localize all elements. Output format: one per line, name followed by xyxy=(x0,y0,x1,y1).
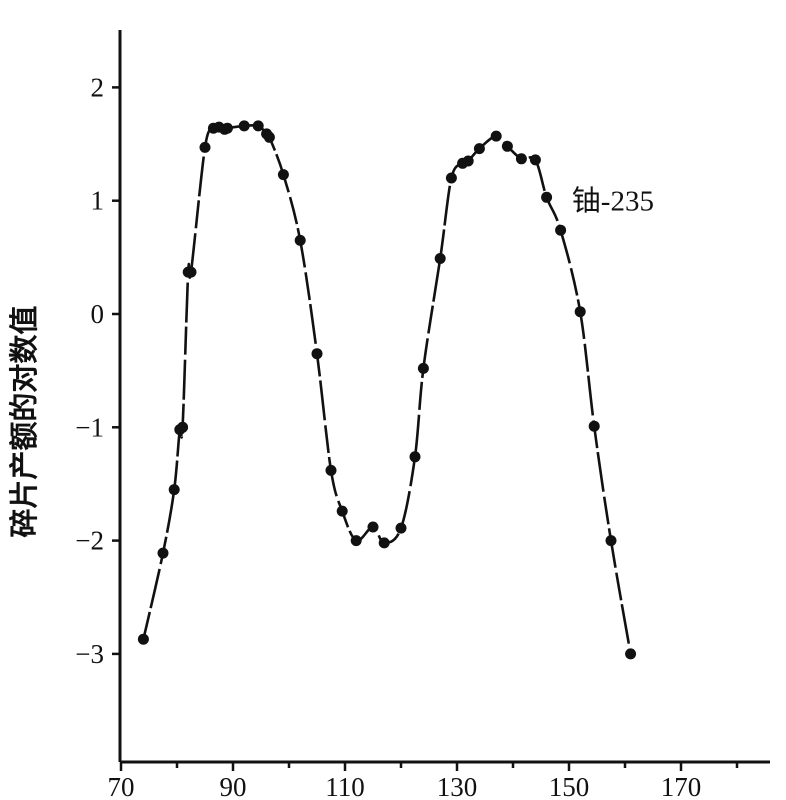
data-point xyxy=(252,120,264,132)
annotations: 铀-235 xyxy=(572,185,654,218)
data-point xyxy=(625,648,637,660)
data-point xyxy=(336,505,348,517)
data-point xyxy=(378,537,390,549)
data-point xyxy=(168,484,180,496)
data-point xyxy=(263,131,275,143)
data-curve xyxy=(142,123,632,655)
data-point xyxy=(238,120,250,132)
data-point xyxy=(588,420,600,432)
data-point xyxy=(185,266,197,278)
data-point xyxy=(157,547,169,559)
data-point xyxy=(277,169,289,181)
data-point xyxy=(325,464,337,476)
y-ticks: 2 1 0 −1 −2 −3 xyxy=(75,72,120,669)
y-tick-label: −3 xyxy=(75,639,104,669)
y-tick-label: 1 xyxy=(91,186,105,216)
data-point xyxy=(367,521,379,533)
data-point xyxy=(515,153,527,165)
data-point xyxy=(445,172,457,184)
data-point xyxy=(199,141,211,153)
data-point xyxy=(490,130,502,142)
data-point xyxy=(473,143,485,155)
y-tick-label: 0 xyxy=(91,299,105,329)
data-point xyxy=(294,234,306,246)
x-tick-label: 150 xyxy=(549,772,590,800)
y-tick-label: 2 xyxy=(91,72,105,102)
data-point xyxy=(350,535,362,547)
data-point xyxy=(221,122,233,134)
x-ticks: 70 90 110 130 150 170 xyxy=(108,762,739,800)
data-point xyxy=(137,633,149,645)
y-axis-label: 碎片产额的对数值 xyxy=(7,306,41,538)
annotation-label: 铀-235 xyxy=(572,185,654,218)
data-point xyxy=(417,362,429,374)
data-point xyxy=(555,224,567,236)
data-points xyxy=(137,120,637,660)
data-point xyxy=(574,306,586,318)
data-point xyxy=(541,191,553,203)
x-tick-label: 170 xyxy=(661,772,702,800)
x-tick-label: 70 xyxy=(108,772,135,800)
y-tick-label: −2 xyxy=(75,526,104,556)
data-point xyxy=(529,154,541,166)
x-tick-label: 110 xyxy=(325,772,365,800)
data-point xyxy=(462,155,474,167)
data-point xyxy=(605,535,617,547)
data-point xyxy=(409,451,421,463)
y-tick-label: −1 xyxy=(75,412,104,442)
x-tick-label: 90 xyxy=(220,772,247,800)
data-point xyxy=(177,421,189,433)
data-point xyxy=(311,348,323,360)
data-point xyxy=(395,522,407,534)
data-point xyxy=(434,253,446,264)
x-tick-label: 130 xyxy=(437,772,478,800)
data-point xyxy=(501,140,513,152)
